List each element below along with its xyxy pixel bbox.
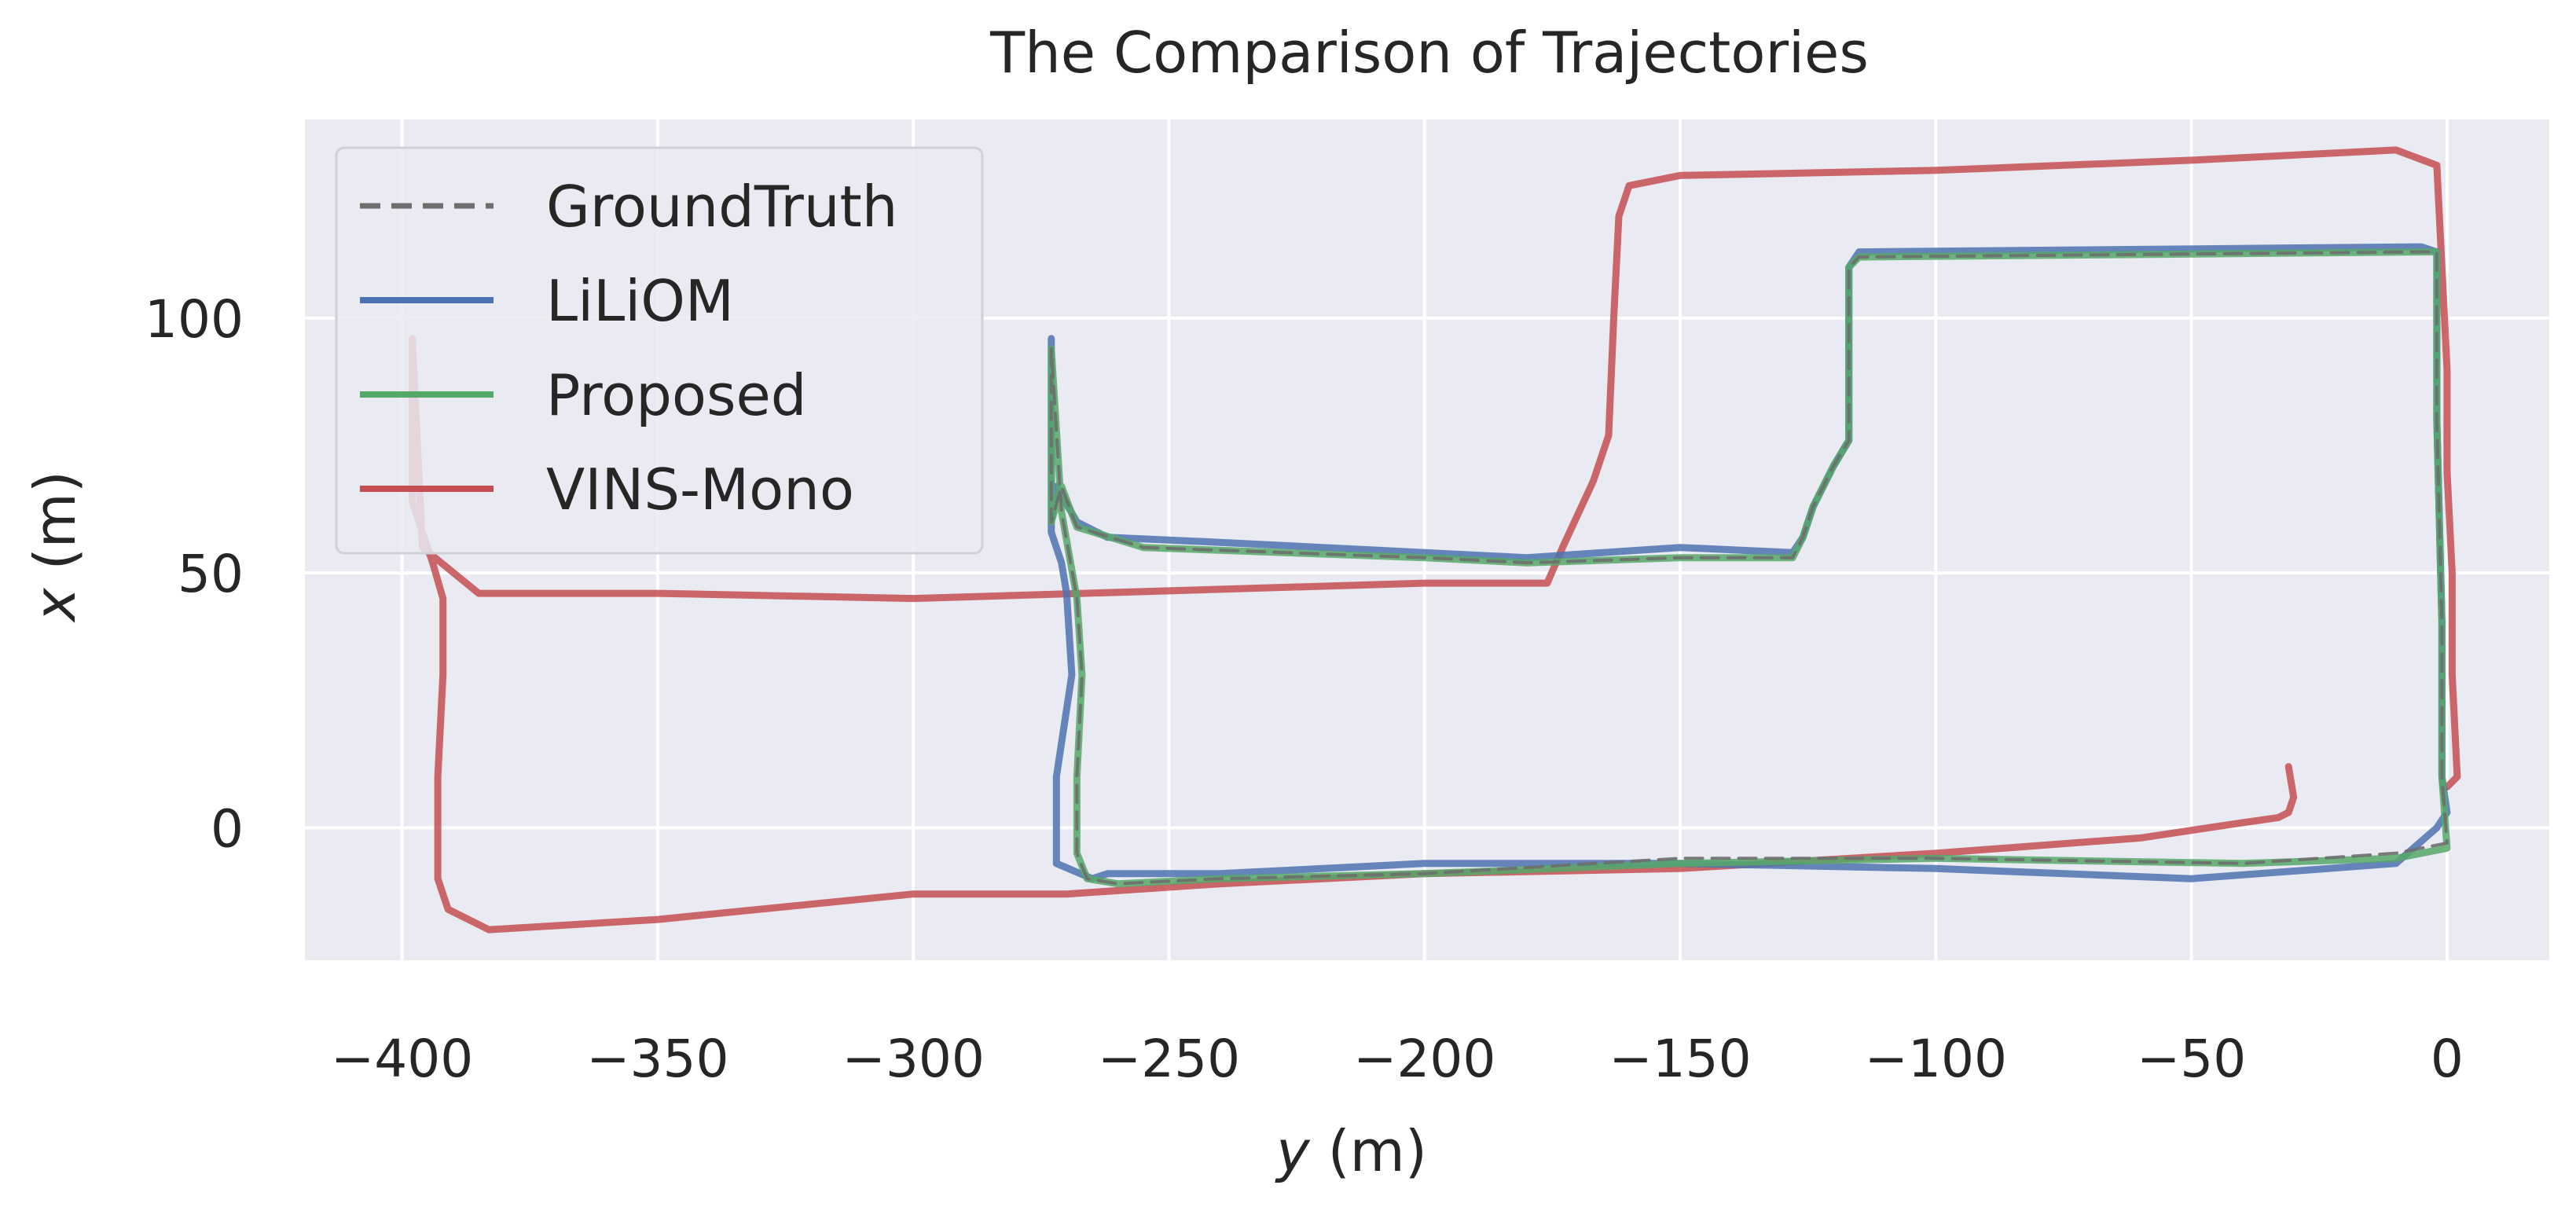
legend-frame xyxy=(335,146,984,555)
x-tick-label: −100 xyxy=(1865,1029,2007,1089)
legend-label-proposed: Proposed xyxy=(546,362,807,428)
legend: GroundTruth LiLiOM Proposed VINS-Mono xyxy=(335,146,984,555)
series-groundtruth-line xyxy=(1049,250,2449,886)
x-tick-label: −200 xyxy=(1353,1029,1495,1089)
x-tick-label: −400 xyxy=(331,1029,473,1089)
y-tick-label: 100 xyxy=(145,289,244,350)
x-tick-labels: −400 −350 −300 −250 −200 −150 −100 −50 0 xyxy=(331,1029,2464,1089)
x-tick-label: −300 xyxy=(842,1029,985,1089)
x-tick-label: −350 xyxy=(586,1029,728,1089)
x-tick-label: −150 xyxy=(1609,1029,1751,1089)
y-tick-label: 0 xyxy=(211,798,244,859)
legend-label-groundtruth: GroundTruth xyxy=(546,174,897,240)
legend-label-vins-mono: VINS-Mono xyxy=(546,457,854,523)
x-axis-label: y (m) xyxy=(1275,1118,1427,1184)
x-tick-label: 0 xyxy=(2431,1029,2464,1089)
y-tick-label: 50 xyxy=(178,544,244,604)
y-axis-label: x (m) xyxy=(22,471,88,623)
legend-label-liliom: LiLiOM xyxy=(546,268,734,334)
chart-title: The Comparison of Trajectories xyxy=(989,20,1869,86)
x-tick-label: −250 xyxy=(1098,1029,1240,1089)
x-tick-label: −50 xyxy=(2137,1029,2246,1089)
y-tick-labels: 0 50 100 xyxy=(145,289,244,859)
